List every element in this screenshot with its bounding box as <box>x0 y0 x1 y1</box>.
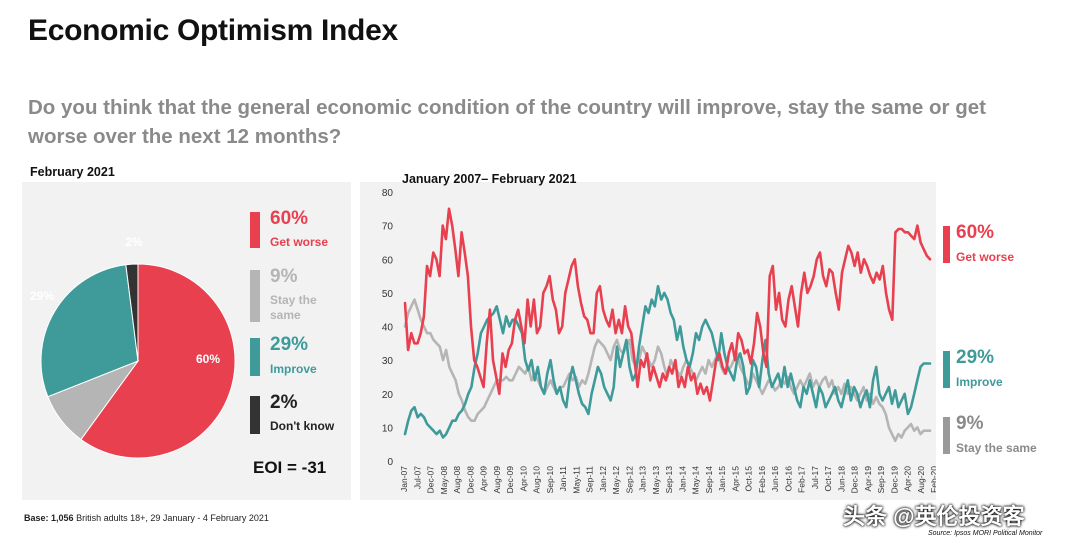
y-tick-label: 20 <box>382 390 394 401</box>
x-tick-label: Jan-07 <box>399 466 409 492</box>
x-tick-label: Feb-16 <box>757 466 767 493</box>
pie-slice-improve <box>40 264 139 398</box>
x-tick-label: Jan-15 <box>717 466 727 492</box>
legend-label: Don't know <box>270 419 335 433</box>
x-tick-label: Apr-19 <box>863 466 873 492</box>
legend-pct: 9% <box>956 413 984 434</box>
x-tick-label: Jan-13 <box>638 466 648 492</box>
x-tick-label: Jun-16 <box>770 466 780 492</box>
pie-slice-don-t-know <box>125 263 139 362</box>
survey-question: Do you think that the general economic c… <box>28 96 986 148</box>
legend-pct: 60% <box>270 208 309 229</box>
x-tick-label: Jun-18 <box>836 466 846 492</box>
line-panel <box>360 182 936 500</box>
x-tick-label: Oct-16 <box>783 466 793 492</box>
y-tick-label: 50 <box>382 289 394 300</box>
x-tick-label: May-11 <box>571 466 581 494</box>
line-chart: 0 10 20 30 40 50 60 70 80 Jan-07 Jul-07 Dec-07 May-0… <box>382 188 936 495</box>
y-tick-label: 10 <box>382 423 394 434</box>
x-tick-label: Sep-12 <box>624 466 634 494</box>
legend-pct: 29% <box>270 334 309 355</box>
base-note: Base: 1,056 British adults 18+, 29 Janua… <box>24 513 269 523</box>
x-tick-label: Dec-18 <box>850 466 860 494</box>
x-tick-label: Oct-15 <box>744 466 754 492</box>
pie-date-label: February 2021 <box>30 165 115 179</box>
x-tick-label: Sep-11 <box>585 466 595 493</box>
legend-pct: 9% <box>270 266 298 287</box>
y-tick-label: 80 <box>382 188 394 199</box>
page-title: Economic Optimism Index <box>28 14 398 47</box>
x-tick-label: Oct-17 <box>823 466 833 492</box>
x-tick-label: Apr-09 <box>479 466 489 492</box>
watermark: 头条 @英伦投资客 <box>843 504 1025 529</box>
x-tick-label: May-08 <box>439 466 449 495</box>
x-tick-label: May-12 <box>611 466 621 495</box>
legend-swatch <box>943 351 950 388</box>
x-tick-label: Apr-20 <box>903 466 913 492</box>
x-tick-label: Sep-19 <box>876 466 886 494</box>
x-tick-label: Aug-08 <box>452 466 462 494</box>
pie-chart: 60%9%29%2% <box>30 235 236 459</box>
x-tick-label: Dec-09 <box>505 466 515 494</box>
legend-swatch <box>250 270 260 322</box>
legend-label: Improve <box>956 375 1003 389</box>
legend-pct: 2% <box>270 392 298 413</box>
pie-slice-label: 2% <box>125 235 143 249</box>
legend-pct: 60% <box>956 222 995 243</box>
pie-slice-get-worse <box>80 263 236 459</box>
eoi-score: EOI = -31 <box>253 458 327 477</box>
legend-label: Improve <box>270 362 317 376</box>
line-date-label: January 2007– February 2021 <box>402 172 577 186</box>
x-tick-label: May-13 <box>651 466 661 495</box>
base-label: Base: <box>24 513 49 523</box>
x-tick-label: Apr-10 <box>518 466 528 492</box>
x-tick-label: Jan-12 <box>598 466 608 492</box>
x-tick-label: Dec-08 <box>465 466 475 494</box>
y-tick-label: 70 <box>382 222 394 233</box>
legend-label: Get worse <box>270 235 329 249</box>
x-tick-label: May-14 <box>691 466 701 495</box>
pie-slice-label: 60% <box>196 352 220 366</box>
x-tick-label: Jul-17 <box>810 466 820 489</box>
legend-swatch <box>250 396 260 434</box>
pie-slice-label: 29% <box>30 289 54 303</box>
series-line-get-worse <box>403 207 932 402</box>
x-tick-label: Feb-17 <box>797 466 807 493</box>
series-line-improve <box>403 284 932 439</box>
source-note: Source: Ipsos MORI Political Monitor <box>928 530 1043 537</box>
x-tick-label: Aug-09 <box>492 466 502 494</box>
x-tick-label: Feb-20 <box>929 466 936 493</box>
legend-pct: 29% <box>956 347 995 368</box>
legend-label: Get worse <box>956 250 1015 264</box>
y-tick-label: 40 <box>382 323 394 334</box>
x-tick-label: Jan-14 <box>677 466 687 492</box>
x-tick-label: Apr-15 <box>730 466 740 492</box>
legend-label: Stay the same <box>956 441 1037 455</box>
base-count: 1,056 <box>51 513 74 523</box>
legend-swatch <box>943 226 950 263</box>
x-tick-label: Jul-07 <box>412 466 422 489</box>
x-tick-label: Jan-11 <box>558 466 568 492</box>
legend-swatch <box>943 417 950 454</box>
x-tick-label: Sep-13 <box>664 466 674 494</box>
legend-swatch <box>250 212 260 248</box>
x-tick-label: Aug-10 <box>532 466 542 494</box>
x-tick-label: Aug-20 <box>916 466 926 494</box>
legend-label: Stay the same <box>270 293 317 322</box>
y-tick-label: 30 <box>382 356 394 367</box>
y-tick-label: 0 <box>387 457 393 468</box>
x-tick-label: Sep-10 <box>545 466 555 494</box>
legend-swatch <box>250 338 260 376</box>
x-tick-label: Sep-14 <box>704 466 714 494</box>
x-tick-label: Dec-07 <box>426 466 436 494</box>
base-text: British adults 18+, 29 January - 4 Febru… <box>76 513 269 523</box>
x-tick-label: Dec-19 <box>889 466 899 494</box>
y-tick-label: 60 <box>382 255 394 266</box>
